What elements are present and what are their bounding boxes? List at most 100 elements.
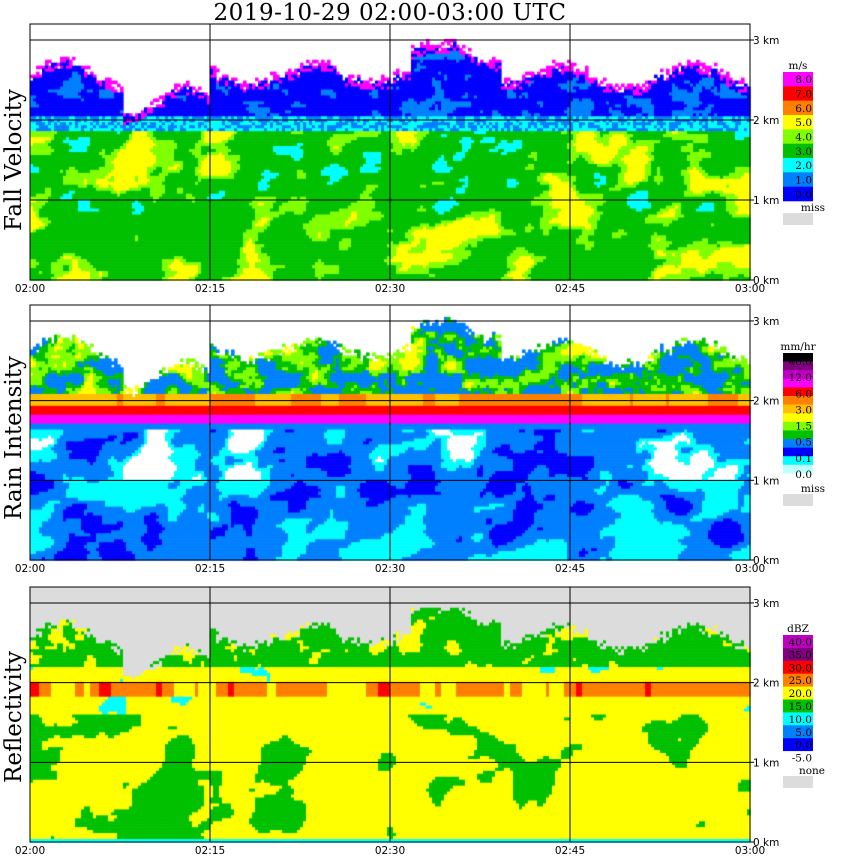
legend-swatch	[783, 413, 813, 423]
legend-label: 5.0	[795, 727, 812, 739]
legend-label: 5.0	[795, 117, 812, 129]
x-tick-label: 02:15	[195, 563, 225, 575]
x-tick-label: 02:45	[555, 845, 585, 857]
legend-unit: mm/hr	[780, 341, 816, 353]
legend-label: 20.0	[789, 688, 812, 700]
y-tick-label: 1 km	[753, 757, 779, 769]
y-tick-label: 2 km	[753, 678, 779, 690]
legend-swatch	[783, 447, 813, 457]
legend-swatch	[783, 430, 813, 440]
legend-swatch	[783, 712, 813, 726]
legend-swatch	[783, 404, 813, 414]
y-tick-label: 2 km	[753, 115, 779, 127]
y-tick-label: 3 km	[753, 598, 779, 610]
legend-label: 6.0	[795, 388, 812, 400]
legend-label: 40.0	[789, 636, 812, 648]
legend-swatch	[783, 635, 813, 649]
legend-unit: m/s	[789, 60, 808, 72]
x-tick-label: 02:45	[555, 283, 585, 295]
legend-swatch	[783, 86, 813, 101]
legend-swatch	[783, 378, 813, 388]
legend-label: 30.0	[789, 662, 812, 674]
x-tick-label: 03:00	[735, 563, 765, 575]
y-tick-label: 1 km	[753, 195, 779, 207]
legend-swatch	[783, 456, 813, 466]
legend-label: 0.0	[795, 189, 812, 201]
legend-swatch	[783, 186, 813, 202]
legend-swatch	[783, 100, 813, 116]
legend-swatch	[783, 660, 813, 674]
legend-missing-swatch	[783, 494, 813, 506]
legend-swatch	[783, 464, 813, 474]
legend-label: 1.0	[795, 175, 812, 187]
legend-label: 7.0	[795, 89, 812, 101]
legend-swatch	[783, 396, 813, 405]
legend-label: 0.0	[795, 469, 812, 481]
legend-swatch	[783, 158, 813, 173]
legend-swatch	[783, 751, 813, 765]
legend-label: 3.0	[795, 404, 812, 416]
legend-swatch	[783, 725, 813, 739]
legend-label: 0.1	[795, 453, 812, 465]
legend-swatch	[783, 129, 813, 144]
x-tick-label: 02:45	[555, 563, 585, 575]
legend-label: 3.0	[795, 146, 812, 158]
x-tick-label: 02:30	[375, 563, 405, 575]
legend-missing-swatch	[783, 213, 813, 225]
y-tick-label: 2 km	[753, 396, 779, 408]
legend-label: 48.0	[789, 356, 812, 368]
y-tick-label: 3 km	[753, 316, 779, 328]
legend-label: 10.0	[789, 714, 812, 726]
legend-swatch	[783, 353, 813, 362]
legend-swatch	[783, 143, 813, 159]
legend-missing-label: miss	[801, 483, 825, 495]
legend-label: 8.0	[795, 74, 812, 86]
x-tick-label: 02:15	[195, 845, 225, 857]
legend-missing-label: miss	[801, 202, 825, 214]
x-tick-label: 02:15	[195, 283, 225, 295]
legend-label: 6.0	[795, 103, 812, 115]
legend-swatch	[783, 738, 813, 752]
x-tick-label: 03:00	[735, 283, 765, 295]
legend-swatch	[783, 115, 813, 130]
y-tick-label: 1 km	[753, 475, 779, 487]
chart-title: 2019-10-29 02:00-03:00 UTC	[213, 0, 567, 26]
legend-swatch	[783, 699, 813, 713]
legend-swatch	[783, 421, 813, 431]
y-tick-label: 0 km	[753, 837, 779, 849]
legend-label: 0.5	[795, 437, 812, 449]
legend-label: 4.0	[795, 132, 812, 144]
legend-swatch	[783, 72, 813, 87]
legend-swatch	[783, 387, 813, 397]
legend-label: 2.0	[795, 160, 812, 172]
legend-swatch	[783, 439, 813, 448]
legend-missing-label: none	[799, 765, 825, 777]
legend-swatch	[783, 686, 813, 700]
legend-swatch	[783, 673, 813, 687]
legend-swatch	[783, 172, 813, 187]
x-tick-label: 03:00	[735, 845, 765, 857]
legend-label: 1.5	[795, 421, 812, 433]
legend-label: 35.0	[789, 649, 812, 661]
legend-missing-swatch	[783, 776, 813, 788]
legend-label: 12.0	[789, 372, 812, 384]
legend-label: 0.0	[795, 740, 812, 752]
y-tick-label: 3 km	[753, 35, 779, 47]
x-tick-label: 02:00	[15, 283, 45, 295]
x-tick-label: 02:00	[15, 563, 45, 575]
x-tick-label: 02:00	[15, 845, 45, 857]
y-tick-label: 0 km	[753, 275, 779, 287]
legend-label: -5.0	[792, 753, 812, 765]
legend-label: 25.0	[789, 675, 812, 687]
legend-label: 15.0	[789, 701, 812, 713]
legend-swatch	[783, 370, 813, 380]
legend-unit: dBZ	[787, 623, 809, 635]
legend-swatch	[783, 361, 813, 371]
y-tick-label: 0 km	[753, 555, 779, 567]
legend-swatch	[783, 647, 813, 662]
legend-swatch	[783, 473, 813, 483]
x-tick-label: 02:30	[375, 845, 405, 857]
x-tick-label: 02:30	[375, 283, 405, 295]
